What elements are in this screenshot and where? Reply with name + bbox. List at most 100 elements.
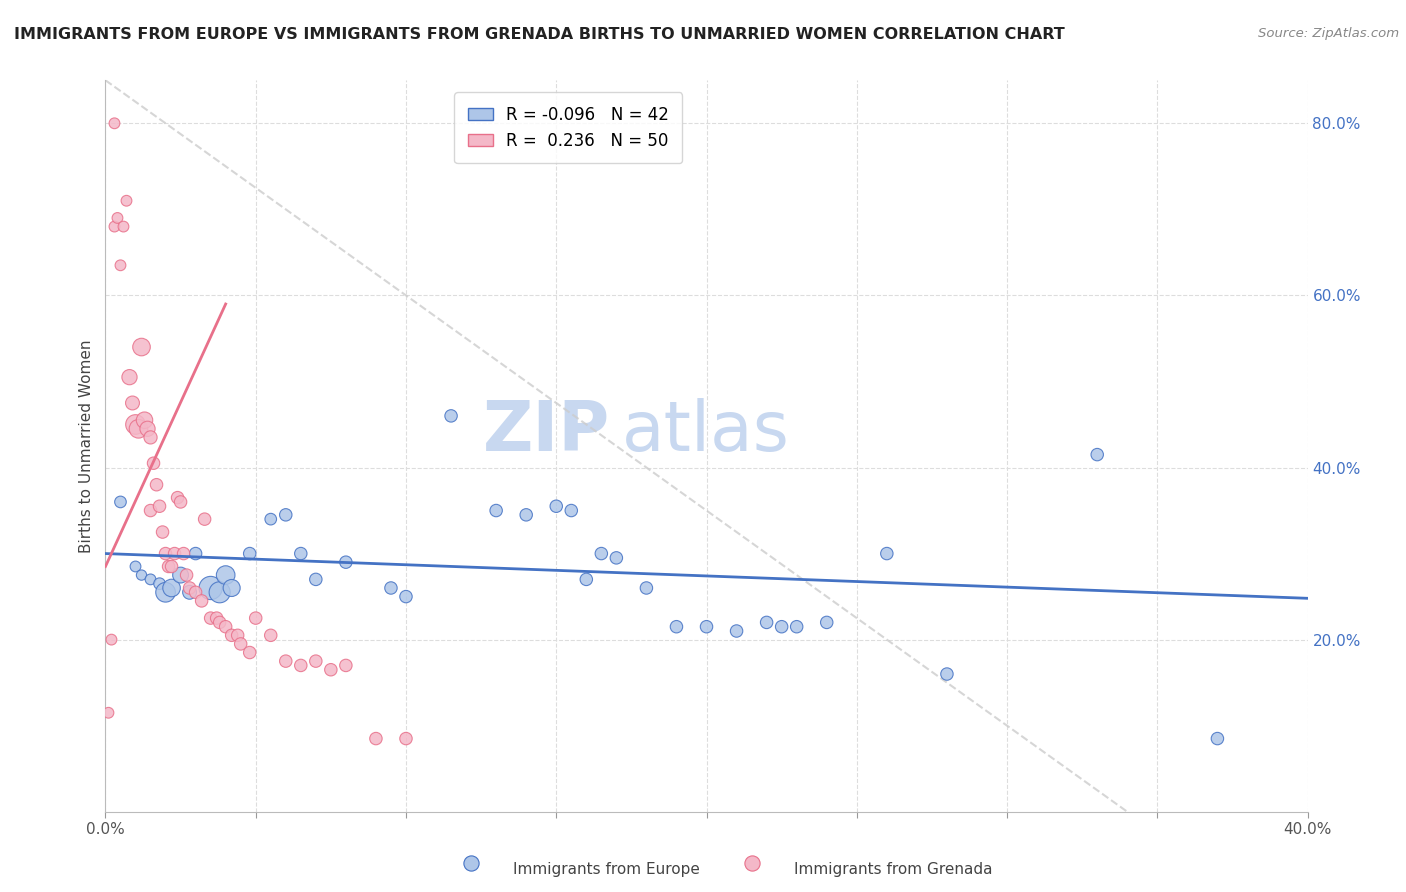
Point <box>305 573 328 587</box>
Point <box>179 581 201 595</box>
Text: Immigrants from Grenada: Immigrants from Grenada <box>794 863 993 877</box>
Point <box>221 628 243 642</box>
Point <box>121 396 143 410</box>
Point <box>260 628 283 642</box>
Point <box>115 194 138 208</box>
Point <box>725 624 748 638</box>
Point <box>160 581 183 595</box>
Point <box>319 663 342 677</box>
Point <box>145 477 167 491</box>
Point <box>205 611 228 625</box>
Point <box>148 500 170 514</box>
Point <box>229 637 252 651</box>
Y-axis label: Births to Unmarried Women: Births to Unmarried Women <box>79 339 94 553</box>
Point <box>226 628 249 642</box>
Point <box>163 547 186 561</box>
Point <box>260 512 283 526</box>
Point <box>274 508 297 522</box>
Point <box>245 611 267 625</box>
Text: Source: ZipAtlas.com: Source: ZipAtlas.com <box>1258 27 1399 40</box>
Point <box>136 422 159 436</box>
Point <box>274 654 297 668</box>
Text: atlas: atlas <box>623 398 790 465</box>
Point <box>755 615 778 630</box>
Point <box>155 585 177 599</box>
Point <box>134 413 156 427</box>
Point <box>179 585 201 599</box>
Point <box>176 568 198 582</box>
Point <box>335 555 357 569</box>
Point <box>128 422 150 436</box>
Point <box>103 219 125 234</box>
Point <box>112 219 135 234</box>
Point <box>124 417 146 432</box>
Point <box>290 547 312 561</box>
Point <box>139 503 162 517</box>
Point <box>605 550 627 565</box>
Point <box>815 615 838 630</box>
Point <box>546 500 568 514</box>
Point <box>786 620 808 634</box>
Point <box>364 731 387 746</box>
Point <box>440 409 463 423</box>
Point <box>936 667 959 681</box>
Point <box>155 547 177 561</box>
Point <box>1085 448 1108 462</box>
Text: IMMIGRANTS FROM EUROPE VS IMMIGRANTS FROM GRENADA BIRTHS TO UNMARRIED WOMEN CORR: IMMIGRANTS FROM EUROPE VS IMMIGRANTS FRO… <box>14 27 1064 42</box>
Point <box>515 508 537 522</box>
Point <box>636 581 658 595</box>
Point <box>214 568 236 582</box>
Point <box>485 503 508 517</box>
Point <box>139 430 162 444</box>
Point <box>166 491 188 505</box>
Point <box>208 615 231 630</box>
Point <box>110 258 132 272</box>
Point <box>770 620 793 634</box>
Point <box>103 116 125 130</box>
Point <box>124 559 146 574</box>
Point <box>221 581 243 595</box>
Point <box>335 658 357 673</box>
Point <box>157 559 180 574</box>
Point <box>1206 731 1229 746</box>
Point <box>184 547 207 561</box>
Point <box>148 576 170 591</box>
Point <box>665 620 688 634</box>
Text: ZIP: ZIP <box>484 398 610 465</box>
Point <box>169 568 191 582</box>
Point <box>110 495 132 509</box>
Point <box>208 585 231 599</box>
Point <box>214 620 236 634</box>
Point <box>460 856 482 871</box>
Point <box>380 581 402 595</box>
Point <box>239 547 262 561</box>
Point <box>160 559 183 574</box>
Point <box>200 581 222 595</box>
Point <box>305 654 328 668</box>
Point <box>169 495 191 509</box>
Point <box>741 856 763 871</box>
Point <box>395 731 418 746</box>
Point <box>184 585 207 599</box>
Point <box>118 370 141 384</box>
Point <box>194 512 217 526</box>
Legend: R = -0.096   N = 42, R =  0.236   N = 50: R = -0.096 N = 42, R = 0.236 N = 50 <box>454 92 682 163</box>
Point <box>142 456 165 470</box>
Point <box>200 611 222 625</box>
Point <box>239 646 262 660</box>
Point <box>560 503 582 517</box>
Text: Immigrants from Europe: Immigrants from Europe <box>513 863 700 877</box>
Point <box>107 211 129 225</box>
Point <box>152 524 174 539</box>
Point <box>97 706 120 720</box>
Point <box>131 340 153 354</box>
Point <box>575 573 598 587</box>
Point <box>131 568 153 582</box>
Point <box>100 632 122 647</box>
Point <box>876 547 898 561</box>
Point <box>190 594 212 608</box>
Point <box>395 590 418 604</box>
Point <box>173 547 195 561</box>
Point <box>696 620 718 634</box>
Point <box>591 547 613 561</box>
